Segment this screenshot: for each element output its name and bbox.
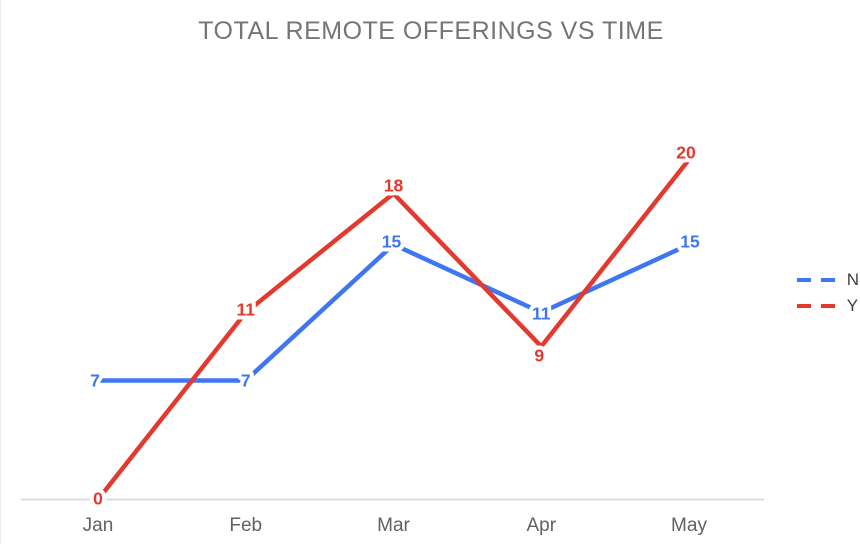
x-axis-label-apr: Apr bbox=[526, 515, 556, 536]
legend-label-y: Y bbox=[846, 296, 859, 315]
chart-title: TOTAL REMOTE OFFERINGS VS TIME bbox=[198, 17, 664, 45]
legend-dash-swatch-icon bbox=[796, 303, 841, 308]
chart-legend: N Y bbox=[796, 271, 859, 314]
data-label-n-jan: 7 bbox=[90, 371, 100, 391]
series-line-y bbox=[96, 158, 691, 501]
data-label-n-feb: 7 bbox=[241, 371, 251, 391]
legend-item-series-y[interactable]: Y bbox=[796, 297, 859, 314]
legend-label-n: N bbox=[846, 270, 859, 289]
data-label-y-apr: 9 bbox=[534, 346, 544, 366]
x-axis-label-mar: Mar bbox=[377, 515, 410, 536]
data-label-y-feb: 11 bbox=[237, 300, 256, 320]
data-label-n-may: 15 bbox=[680, 232, 700, 252]
series-line-n bbox=[98, 241, 690, 383]
data-label-y-jan: 0 bbox=[93, 489, 103, 509]
data-label-y-may: 20 bbox=[676, 143, 696, 163]
legend-item-series-n[interactable]: N bbox=[796, 271, 859, 288]
data-label-y-mar: 18 bbox=[384, 176, 404, 196]
data-label-n-mar: 15 bbox=[382, 232, 402, 252]
x-axis-label-feb: Feb bbox=[229, 515, 262, 536]
data-label-n-apr: 11 bbox=[532, 304, 551, 324]
legend-dash-swatch-icon bbox=[796, 277, 841, 282]
x-axis-label-jan: Jan bbox=[83, 515, 114, 536]
x-axis-label-may: May bbox=[671, 515, 707, 536]
